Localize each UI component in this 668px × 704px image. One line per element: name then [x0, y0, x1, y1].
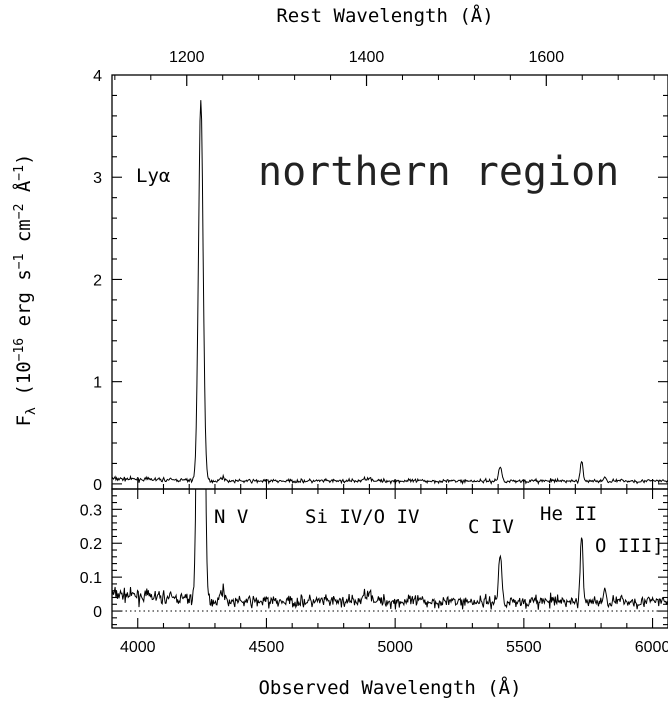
top-panel-frame: [111, 74, 668, 490]
y-tick-label: 1: [93, 375, 102, 392]
line-label-heii: He II: [540, 503, 597, 525]
top-tick-label: 1600: [529, 49, 565, 66]
line-label-siiv-oiv: Si IV/O IV: [305, 506, 419, 528]
spectrum-full: [112, 100, 668, 486]
y-tick-label: 0: [93, 477, 102, 494]
y-axis-title-part: ): [13, 154, 35, 165]
y-axis-title-part: −2: [12, 204, 27, 220]
x-tick-label: 5500: [506, 639, 542, 656]
y-tick-label: 0: [93, 604, 102, 621]
y-tick-label: 2: [93, 272, 102, 289]
line-label-lya: Lyα: [136, 165, 170, 187]
svg-text:Fλ (10−16 erg s−1 cm−2 Å−1): Fλ (10−16 erg s−1 cm−2 Å−1): [12, 154, 39, 427]
y-axis-title-part: erg s: [13, 269, 35, 338]
x-tick-label: 6000: [635, 639, 668, 656]
x-tick-label: 4500: [249, 639, 285, 656]
line-label-civ: C IV: [468, 516, 514, 538]
y-axis-title-part: −1: [12, 165, 27, 181]
x-axis-title: Observed Wavelength (Å): [258, 676, 521, 699]
y-axis-title-part: −16: [12, 338, 27, 361]
y-axis-title-part: −1: [12, 254, 27, 270]
x-tick-label: 5000: [377, 639, 413, 656]
y-axis-title-part: λ: [24, 407, 39, 415]
y-tick-label: 0.1: [80, 570, 102, 587]
top-tick-label: 1400: [349, 49, 385, 66]
y-tick-label: 4: [93, 68, 102, 85]
bottom-panel-frame: [111, 488, 668, 629]
y-axis-title-part: (10: [13, 361, 35, 407]
x-tick-label: 4000: [120, 639, 156, 656]
y-axis-title: Fλ (10−16 erg s−1 cm−2 Å−1): [12, 154, 39, 427]
y-axis-title-part: Å: [12, 180, 35, 203]
y-tick-label: 0.3: [80, 502, 102, 519]
spectrum-zoom: [112, 489, 668, 610]
y-tick-label: 3: [93, 170, 102, 187]
region-label: northern region: [258, 149, 619, 195]
y-axis-title-part: cm: [13, 219, 35, 253]
y-axis-title-part: F: [13, 415, 35, 426]
top-tick-label: 1200: [169, 49, 205, 66]
line-label-nv: N V: [214, 506, 248, 528]
y-tick-label: 0.2: [80, 536, 102, 553]
top-axis-title: Rest Wavelength (Å): [276, 4, 493, 27]
line-label-oiii: O III]: [595, 535, 664, 557]
